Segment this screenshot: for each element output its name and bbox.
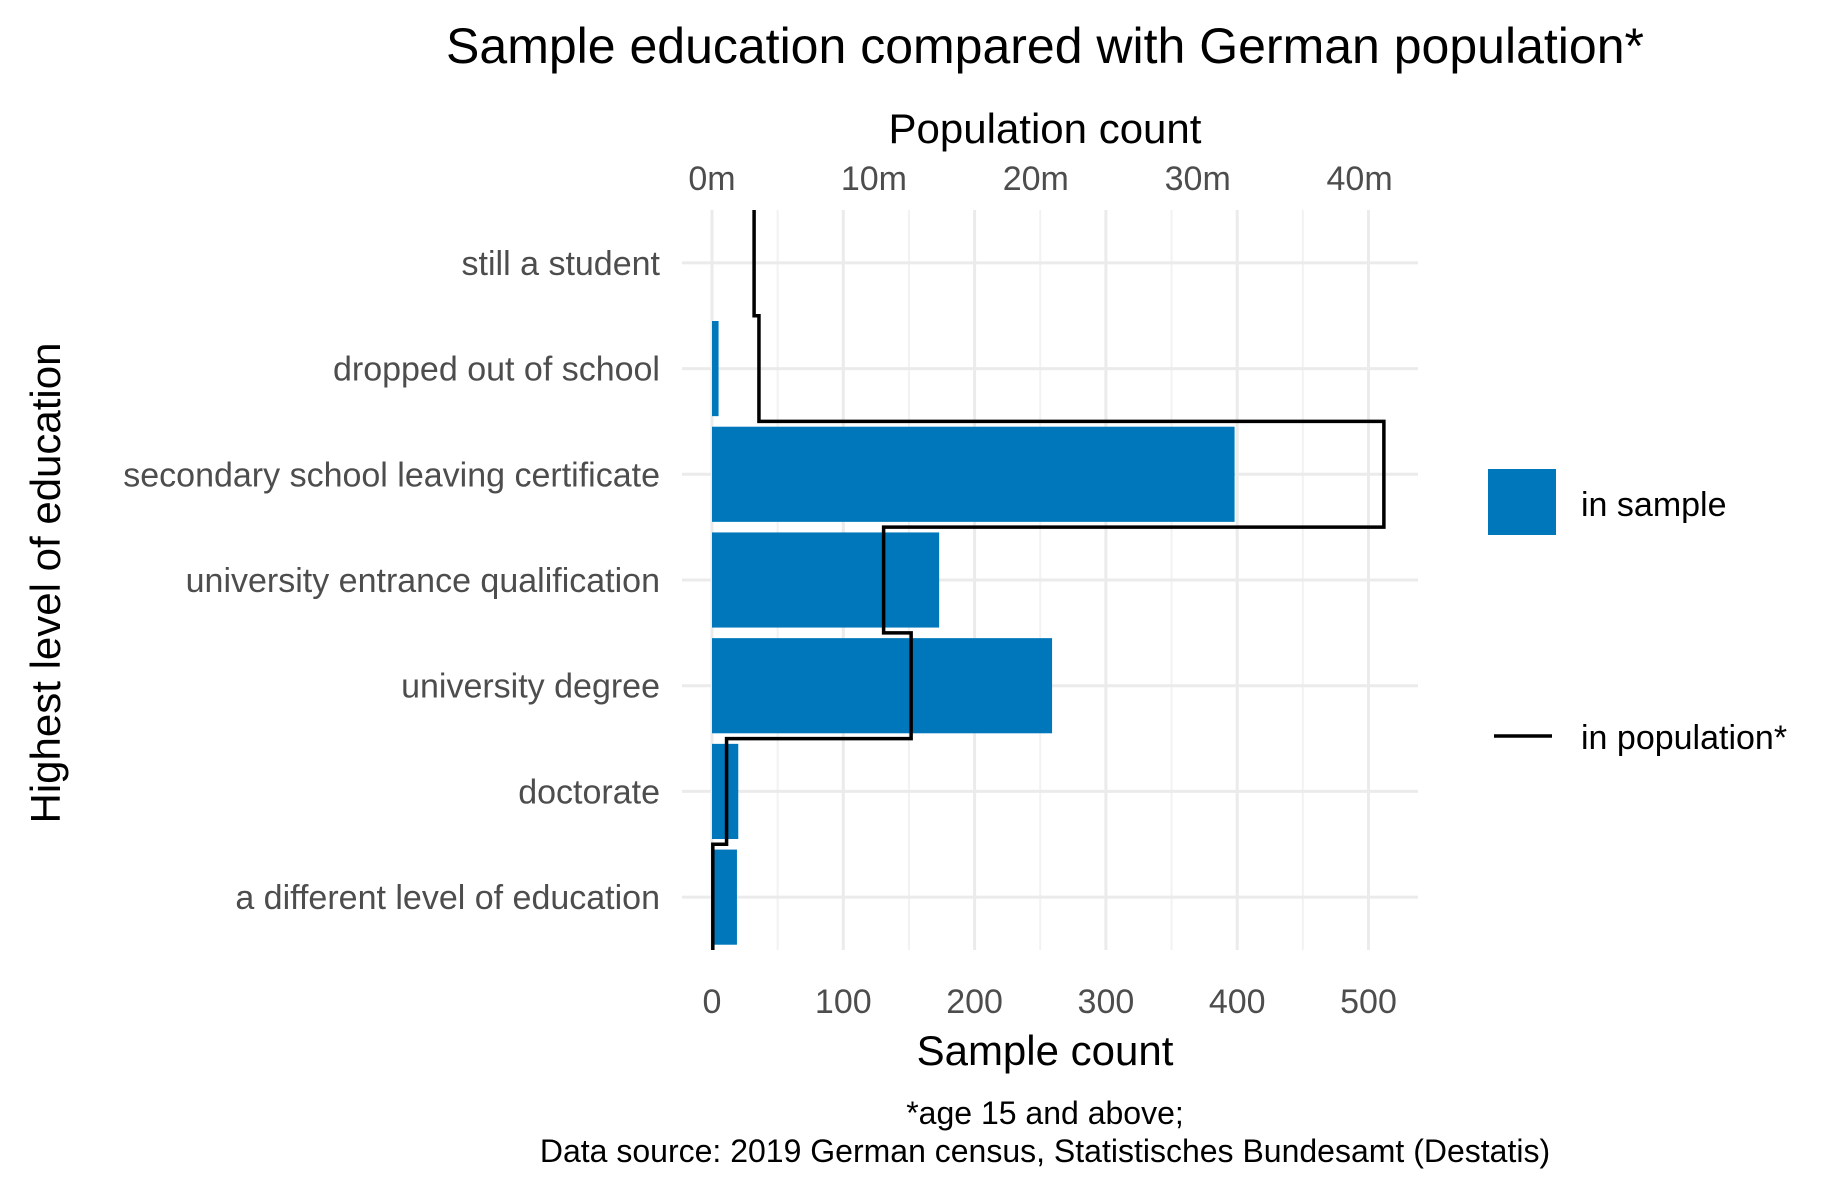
- legend-label-sample: in sample: [1581, 486, 1727, 524]
- chart-title: Sample education compared with German po…: [446, 18, 1644, 74]
- bar-a-different-level-of-education: [712, 849, 737, 945]
- y-tick-label: a different level of education: [235, 879, 660, 917]
- y-axis-title: Highest level of education: [22, 343, 69, 824]
- legend-key-sample: [1488, 469, 1556, 535]
- x2-tick-label: 20m: [1003, 160, 1069, 198]
- x-tick-label: 100: [815, 983, 872, 1021]
- x-tick-label: 0: [703, 983, 722, 1021]
- bar-dropped-out-of-school: [712, 321, 719, 417]
- bar-layer: [712, 321, 1235, 945]
- bar-university-degree: [712, 638, 1053, 734]
- y-tick-label: university entrance qualification: [186, 562, 660, 600]
- x-tick-label: 400: [1209, 983, 1266, 1021]
- x-tick-label: 200: [946, 983, 1003, 1021]
- y-tick-label: still a student: [462, 245, 661, 283]
- bottom-axis-title: Sample count: [917, 1027, 1174, 1074]
- legend-label-population: in population*: [1581, 719, 1787, 757]
- bar-secondary-school-leaving-certificate: [712, 426, 1235, 522]
- x-tick-label: 300: [1078, 983, 1135, 1021]
- x-tick-label: 500: [1340, 983, 1397, 1021]
- y-tick-label: dropped out of school: [333, 351, 660, 389]
- top-axis-title: Population count: [889, 105, 1202, 152]
- x2-tick-label: 40m: [1327, 160, 1393, 198]
- y-tick-label: doctorate: [518, 773, 660, 811]
- tick-layer: still a student dropped out of school seco…: [123, 160, 1397, 1021]
- y-tick-label: university degree: [401, 668, 660, 706]
- x2-tick-label: 0m: [688, 160, 735, 198]
- step-layer: [711, 210, 1386, 950]
- legend: in sample in population*: [1488, 469, 1787, 757]
- bar-university-entrance-qualification: [712, 532, 940, 628]
- x2-tick-label: 30m: [1165, 160, 1231, 198]
- y-tick-label: secondary school leaving certificate: [123, 456, 660, 494]
- caption-line-1: *age 15 and above;: [906, 1095, 1184, 1131]
- population-step-line: [711, 210, 1386, 950]
- caption-line-2: Data source: 2019 German census, Statist…: [540, 1133, 1550, 1169]
- x2-tick-label: 10m: [841, 160, 907, 198]
